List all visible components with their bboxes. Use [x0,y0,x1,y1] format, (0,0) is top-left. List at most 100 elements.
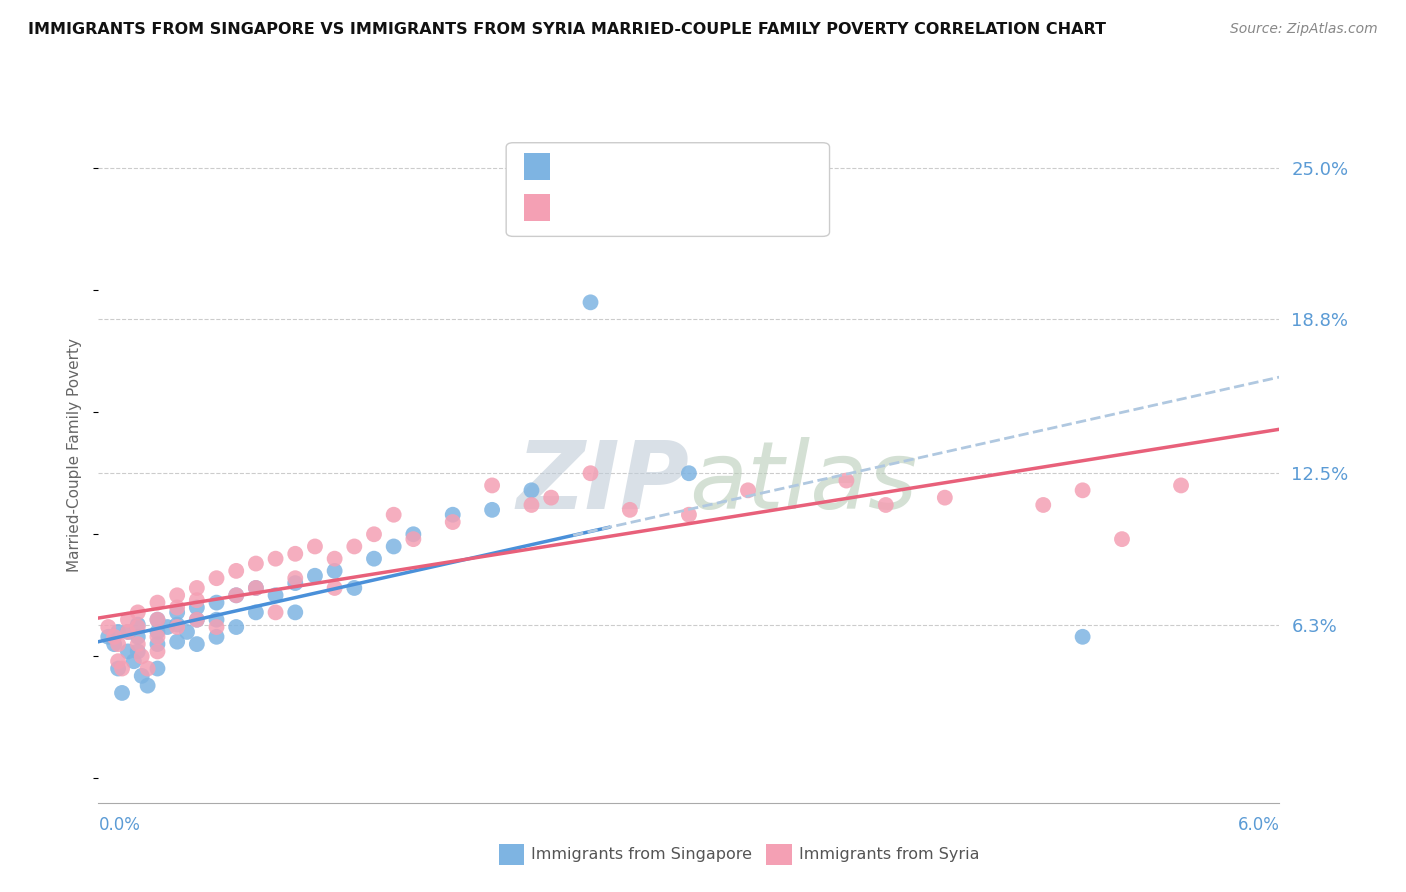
Point [131,649,153,664]
Point [245,581,267,595]
Point [166,606,188,620]
Point [127,637,149,651]
Point [146,644,169,658]
Point [186,637,208,651]
Point [111,686,134,700]
Point [382,508,405,522]
Point [245,606,267,620]
Point [103,630,125,644]
Point [146,596,169,610]
Point [107,661,129,675]
Point [835,474,858,488]
Point [520,483,543,498]
Point [205,596,228,610]
Point [176,624,198,639]
Point [245,581,267,595]
Point [186,600,208,615]
Text: R =: R = [560,199,599,217]
Text: Source: ZipAtlas.com: Source: ZipAtlas.com [1230,22,1378,37]
Point [117,644,139,658]
Point [382,540,405,554]
Text: R =: R = [560,158,599,176]
Point [540,491,562,505]
Point [166,617,188,632]
Point [107,654,129,668]
Point [186,581,208,595]
Point [225,588,247,602]
Point [363,551,385,566]
Point [127,644,149,658]
Point [166,620,188,634]
Point [1071,630,1094,644]
Y-axis label: Married-Couple Family Poverty: Married-Couple Family Poverty [67,338,83,572]
Point [146,613,169,627]
Text: 0.0%: 0.0% [98,816,141,834]
Point [579,295,602,310]
Point [579,467,602,481]
Text: ZIP: ZIP [516,437,689,529]
Point [146,613,169,627]
Point [264,606,287,620]
Point [343,540,366,554]
Point [284,606,307,620]
Point [111,661,134,675]
Point [284,547,307,561]
Text: 0.359: 0.359 [595,199,651,217]
Point [131,669,153,683]
Point [343,581,366,595]
Point [678,508,700,522]
Point [205,613,228,627]
Point [166,588,188,602]
Point [225,588,247,602]
Point [225,564,247,578]
Point [146,637,169,651]
Point [441,508,464,522]
Text: Immigrants from Syria: Immigrants from Syria [799,847,979,862]
Point [205,630,228,644]
Point [225,620,247,634]
Text: 47: 47 [685,158,710,176]
Point [284,571,307,585]
Point [127,620,149,634]
Point [127,606,149,620]
Text: 54: 54 [685,199,710,217]
Point [117,613,139,627]
Point [205,571,228,585]
Point [107,624,129,639]
Point [146,624,169,639]
Point [737,483,759,498]
Point [441,515,464,529]
Point [678,467,700,481]
Point [136,661,159,675]
Point [166,600,188,615]
Point [107,637,129,651]
Point [934,491,956,505]
Point [156,620,179,634]
Point [97,630,120,644]
Point [146,630,169,644]
Point [402,532,425,546]
Point [205,620,228,634]
Point [117,624,139,639]
Text: Immigrants from Singapore: Immigrants from Singapore [531,847,752,862]
Point [402,527,425,541]
Text: atlas: atlas [689,437,917,528]
Point [146,661,169,675]
Point [363,527,385,541]
Text: N =: N = [651,158,690,176]
Point [323,564,346,578]
Point [304,540,326,554]
Text: 0.570: 0.570 [595,158,651,176]
Point [97,620,120,634]
Point [103,637,125,651]
Point [304,568,326,582]
Point [127,630,149,644]
Point [127,617,149,632]
Point [245,557,267,571]
Text: IMMIGRANTS FROM SINGAPORE VS IMMIGRANTS FROM SYRIA MARRIED-COUPLE FAMILY POVERTY: IMMIGRANTS FROM SINGAPORE VS IMMIGRANTS … [28,22,1107,37]
Point [186,593,208,607]
Point [1032,498,1054,512]
Point [136,679,159,693]
Point [481,478,503,492]
Point [481,503,503,517]
